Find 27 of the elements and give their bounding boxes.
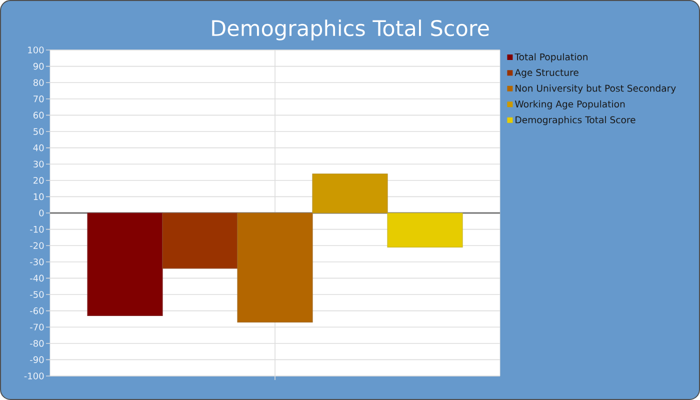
y-tick-label: 90 [33,62,44,70]
y-tick-label: 20 [34,176,44,184]
legend-label: Working Age Population [515,100,625,110]
y-tick-label: 0 [39,210,44,216]
y-tick-label: -10 [30,226,44,233]
y-tick-label: -80 [30,340,44,347]
y-tick-label: 10 [34,193,44,200]
y-tick-label: -50 [30,291,44,298]
y-tick-label: -30 [30,258,44,266]
y-tick-label: -90 [30,356,44,364]
y-tick-label: 80 [33,79,44,86]
y-tick-label: -20 [30,242,44,249]
y-tick-label: 70 [34,95,44,102]
legend-label: Non University but Post Secondary [516,84,676,94]
y-tick-label: 50 [34,128,44,135]
legend-label: Demographics Total Score [516,116,636,126]
chart-title: Demographics Total Score [212,20,489,40]
y-tick-label: -60 [30,307,44,314]
legend-label: Total Population [514,53,588,62]
y-tick-label: 30 [34,160,44,168]
y-tick-label: 40 [33,144,44,152]
y-tick-label: 60 [33,112,44,119]
y-tick-label: -40 [30,274,44,282]
y-tick-label: -100 [24,372,44,380]
legend-label: Age Structure [514,68,578,78]
y-tick-label: 100 [28,46,44,54]
y-tick-label: -70 [30,324,44,330]
